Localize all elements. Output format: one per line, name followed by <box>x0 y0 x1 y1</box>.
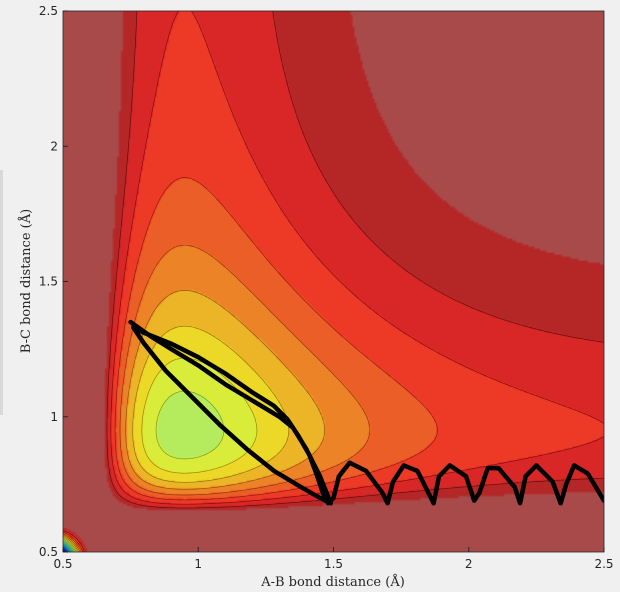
x-axis: 0.5 1 1.5 2 2.5 <box>53 557 613 571</box>
x-tick-label: 1.5 <box>324 557 343 571</box>
contour-line <box>63 244 371 552</box>
contour-line <box>63 546 69 552</box>
contour-line <box>63 177 438 552</box>
contour-line <box>63 544 71 552</box>
y-axis-label: B-C bond distance (Å) <box>18 209 34 353</box>
energy-surface <box>63 11 604 552</box>
x-axis-label: A-B bond distance (Å) <box>260 574 405 590</box>
reaction-trajectory <box>128 319 604 506</box>
y-tick-label: 0.5 <box>39 545 58 559</box>
tick-marks <box>62 10 605 553</box>
y-axis: 0.5 1 1.5 2 2.5 <box>39 4 58 559</box>
contour-line <box>63 390 225 552</box>
y-tick-label: 2.5 <box>39 4 58 18</box>
contour-line <box>63 541 74 552</box>
x-tick-label: 2 <box>465 557 473 571</box>
x-tick-label: 1 <box>194 557 202 571</box>
x-tick-label: 2.5 <box>594 557 613 571</box>
clipped-panel-edge <box>0 170 3 415</box>
y-tick-label: 2 <box>50 139 58 153</box>
contour-line <box>63 540 75 552</box>
contour-line <box>63 542 73 552</box>
contour-lines <box>63 11 604 552</box>
x-tick-label: 0.5 <box>53 557 72 571</box>
contour-line <box>63 325 290 552</box>
contour-line <box>63 11 604 552</box>
contour-line <box>63 11 604 552</box>
plot-area <box>62 10 605 553</box>
y-tick-label: 1 <box>50 410 58 424</box>
y-tick-label: 1.5 <box>39 275 58 289</box>
